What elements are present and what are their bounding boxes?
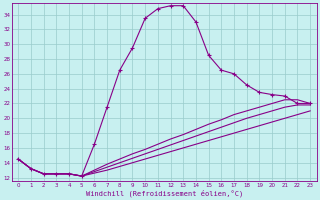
X-axis label: Windchill (Refroidissement éolien,°C): Windchill (Refroidissement éolien,°C) (85, 189, 243, 197)
